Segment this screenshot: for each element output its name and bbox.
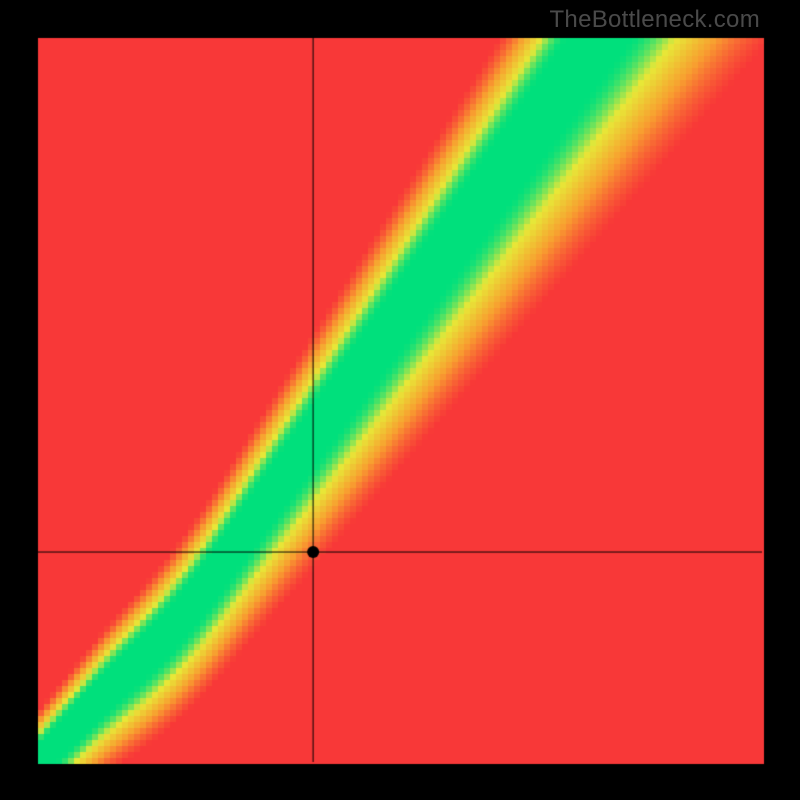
watermark-text: TheBottleneck.com — [549, 6, 760, 34]
chart-container: TheBottleneck.com — [0, 0, 800, 800]
bottleneck-heatmap — [0, 0, 800, 800]
